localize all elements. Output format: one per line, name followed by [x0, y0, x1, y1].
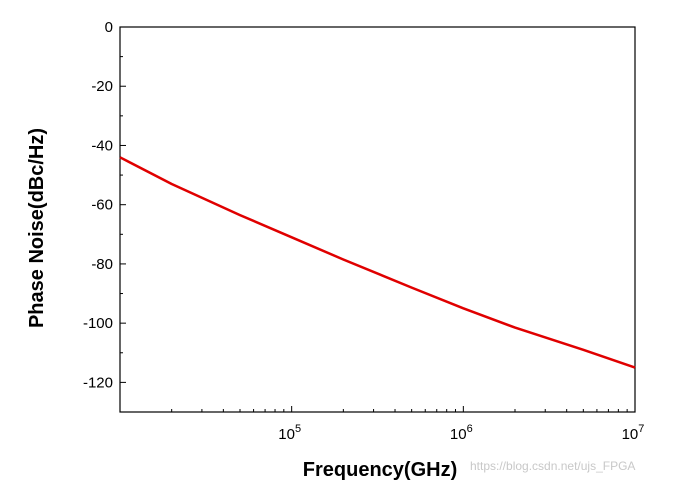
y-axis-title: Phase Noise(dBc/Hz)	[26, 128, 48, 328]
y-tick-label: -120	[83, 374, 113, 391]
x-tick-label: 105	[278, 423, 301, 443]
y-tick-label: -100	[83, 315, 113, 332]
x-tick-label: 107	[622, 423, 645, 443]
series-line	[119, 156, 636, 369]
x-axis-ticks: 105 106 107	[171, 406, 645, 443]
watermark-text: https://blog.csdn.net/ujs_FPGA	[470, 459, 636, 473]
y-tick-label: -60	[91, 197, 113, 214]
y-tick-label: -80	[91, 256, 113, 273]
y-tick-label: -20	[91, 78, 113, 95]
x-tick-label: 106	[450, 423, 473, 443]
y-tick-label: -40	[91, 137, 113, 154]
plot-frame-group	[119, 26, 636, 413]
y-axis-ticks: 0 -20 -40 -60 -80 -100 -120	[83, 19, 126, 413]
x-axis-title: Frequency(GHz)	[303, 459, 457, 481]
plot-frame	[119, 26, 636, 413]
series-group	[119, 156, 636, 369]
y-tick-label: 0	[105, 19, 113, 36]
